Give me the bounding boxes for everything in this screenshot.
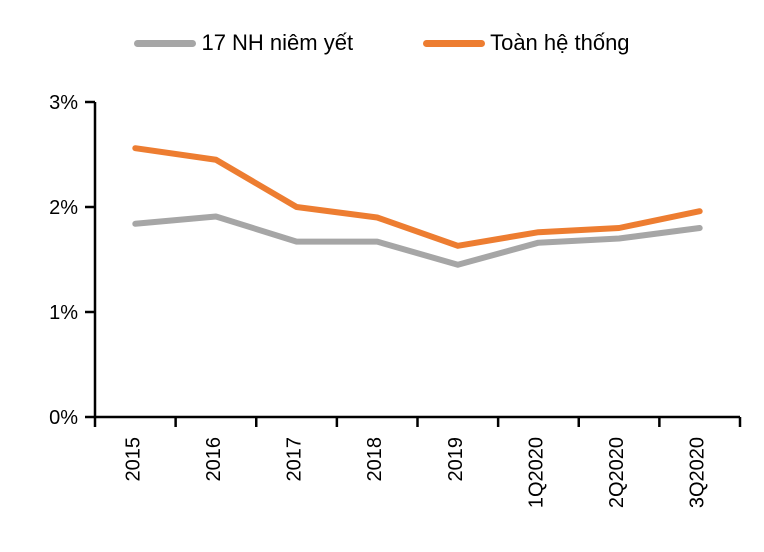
x-axis-tick-label: 2015 bbox=[122, 437, 144, 482]
legend-item-17-nh-niem-yet: 17 NH niêm yết bbox=[134, 30, 353, 56]
legend-swatch-gray-line bbox=[134, 39, 197, 47]
chart-legend: 17 NH niêm yết Toàn hệ thống bbox=[0, 30, 764, 56]
y-axis-tick-label: 3% bbox=[49, 92, 78, 114]
legend-label: Toàn hệ thống bbox=[490, 30, 630, 55]
x-axis-tick-label: 2017 bbox=[284, 437, 306, 482]
x-axis-tick-label: 3Q2020 bbox=[687, 437, 709, 508]
y-axis-tick-label: 0% bbox=[49, 407, 78, 429]
series-line-toan-he-thong bbox=[132, 145, 703, 249]
x-axis-tick-label: 2018 bbox=[364, 437, 386, 482]
legend-item-toan-he-thong: Toàn hệ thống bbox=[423, 30, 630, 56]
x-axis-tick-label: 2016 bbox=[203, 437, 225, 482]
series-line-17-nh-niem-yet bbox=[132, 213, 703, 268]
y-axis-tick-label: 2% bbox=[49, 197, 78, 219]
x-axis-tick-label: 1Q2020 bbox=[525, 437, 547, 508]
x-axis-tick-label: 2Q2020 bbox=[606, 437, 628, 508]
legend-swatch-orange-line bbox=[423, 39, 486, 47]
y-axis-tick-label: 1% bbox=[49, 302, 78, 324]
legend-label: 17 NH niêm yết bbox=[201, 30, 354, 55]
x-axis-tick-label: 2019 bbox=[445, 437, 467, 482]
